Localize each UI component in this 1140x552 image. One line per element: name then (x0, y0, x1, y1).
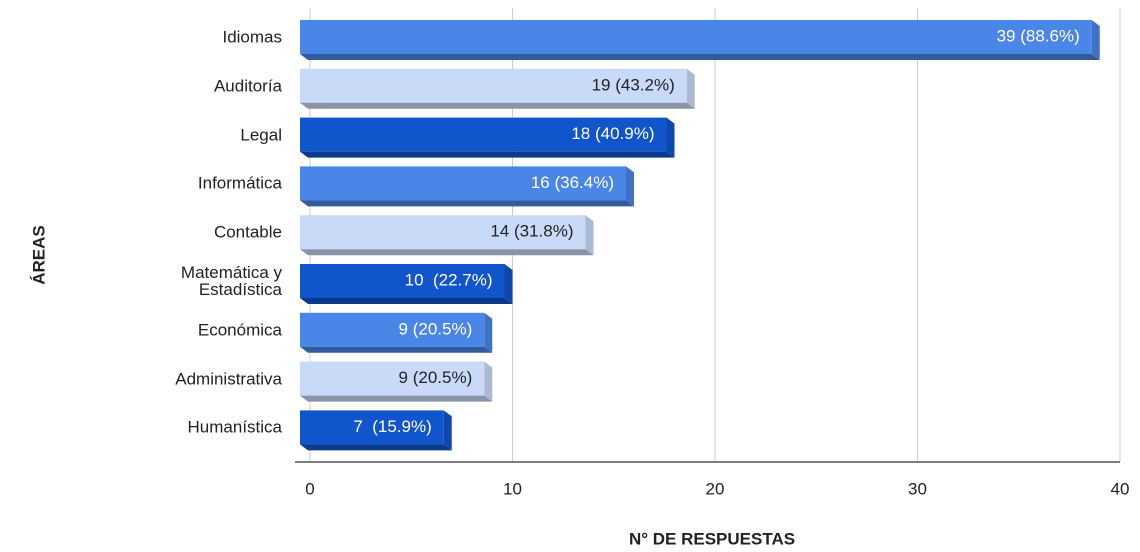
data-label: 10 (22.7%) (405, 270, 493, 289)
bar-side (484, 361, 493, 402)
bar-bottom (300, 102, 695, 109)
y-axis-title: ÁREAS (29, 225, 48, 285)
bar-face (300, 215, 586, 250)
x-tick-label: 40 (1111, 479, 1130, 498)
bar-face (300, 361, 485, 396)
x-tick-label: 20 (706, 479, 725, 498)
bar-bottom (300, 346, 493, 353)
bar (300, 166, 634, 207)
bar (300, 312, 493, 353)
x-tick-label: 0 (305, 479, 314, 498)
data-label: 9 (20.5%) (399, 319, 473, 338)
data-label: 16 (36.4%) (531, 173, 614, 192)
y-tick-label: Contable (213, 222, 282, 242)
bar-bottom (300, 395, 493, 402)
bar-face (300, 312, 485, 347)
y-tick-label: Humanística (187, 417, 282, 437)
bar-face (300, 410, 444, 445)
bar (300, 410, 452, 451)
x-tick-label: 30 (908, 479, 927, 498)
y-tick-label: Legal (240, 125, 282, 145)
data-label: 18 (40.9%) (571, 124, 654, 143)
bar-bottom (300, 200, 634, 207)
y-tick-label: Administrativa (175, 369, 282, 389)
bar-face (300, 68, 687, 103)
bar-side (626, 166, 634, 207)
bar-face (300, 166, 626, 201)
y-tick-label: Económica (197, 320, 282, 340)
bar-face (300, 117, 667, 152)
y-tick-label: Idiomas (222, 27, 282, 47)
bar-bottom (300, 54, 1100, 60)
bar (300, 117, 675, 158)
bar-bottom (300, 298, 513, 304)
x-axis-title: N° DE RESPUESTAS (629, 529, 795, 548)
data-label: 9 (20.5%) (399, 368, 473, 387)
bar-bottom (300, 151, 675, 158)
y-tick-label: Matemática y Estadística (180, 263, 282, 299)
bar-face (300, 264, 505, 298)
bar-side (585, 215, 594, 256)
data-label: 7 (15.9%) (353, 417, 431, 436)
y-tick-label: Auditoría (213, 76, 282, 96)
data-label: 39 (88.6%) (997, 26, 1080, 45)
data-label: 14 (31.8%) (490, 222, 573, 241)
bar (300, 20, 1100, 60)
bar-face (300, 20, 1092, 54)
bar (300, 361, 493, 402)
data-label: 19 (43.2%) (592, 75, 675, 94)
bar-side (686, 68, 695, 109)
bar-side (666, 117, 675, 158)
x-tick-label: 10 (503, 479, 522, 498)
bar-side (443, 410, 452, 451)
bar-bottom (300, 444, 452, 451)
bar-side (484, 312, 493, 353)
bar (300, 264, 513, 304)
bar-bottom (300, 249, 594, 256)
bar (300, 215, 594, 256)
bar-side (504, 264, 513, 304)
bar (300, 68, 695, 109)
bar-side (1091, 20, 1100, 60)
y-tick-label: Informática (197, 173, 282, 193)
